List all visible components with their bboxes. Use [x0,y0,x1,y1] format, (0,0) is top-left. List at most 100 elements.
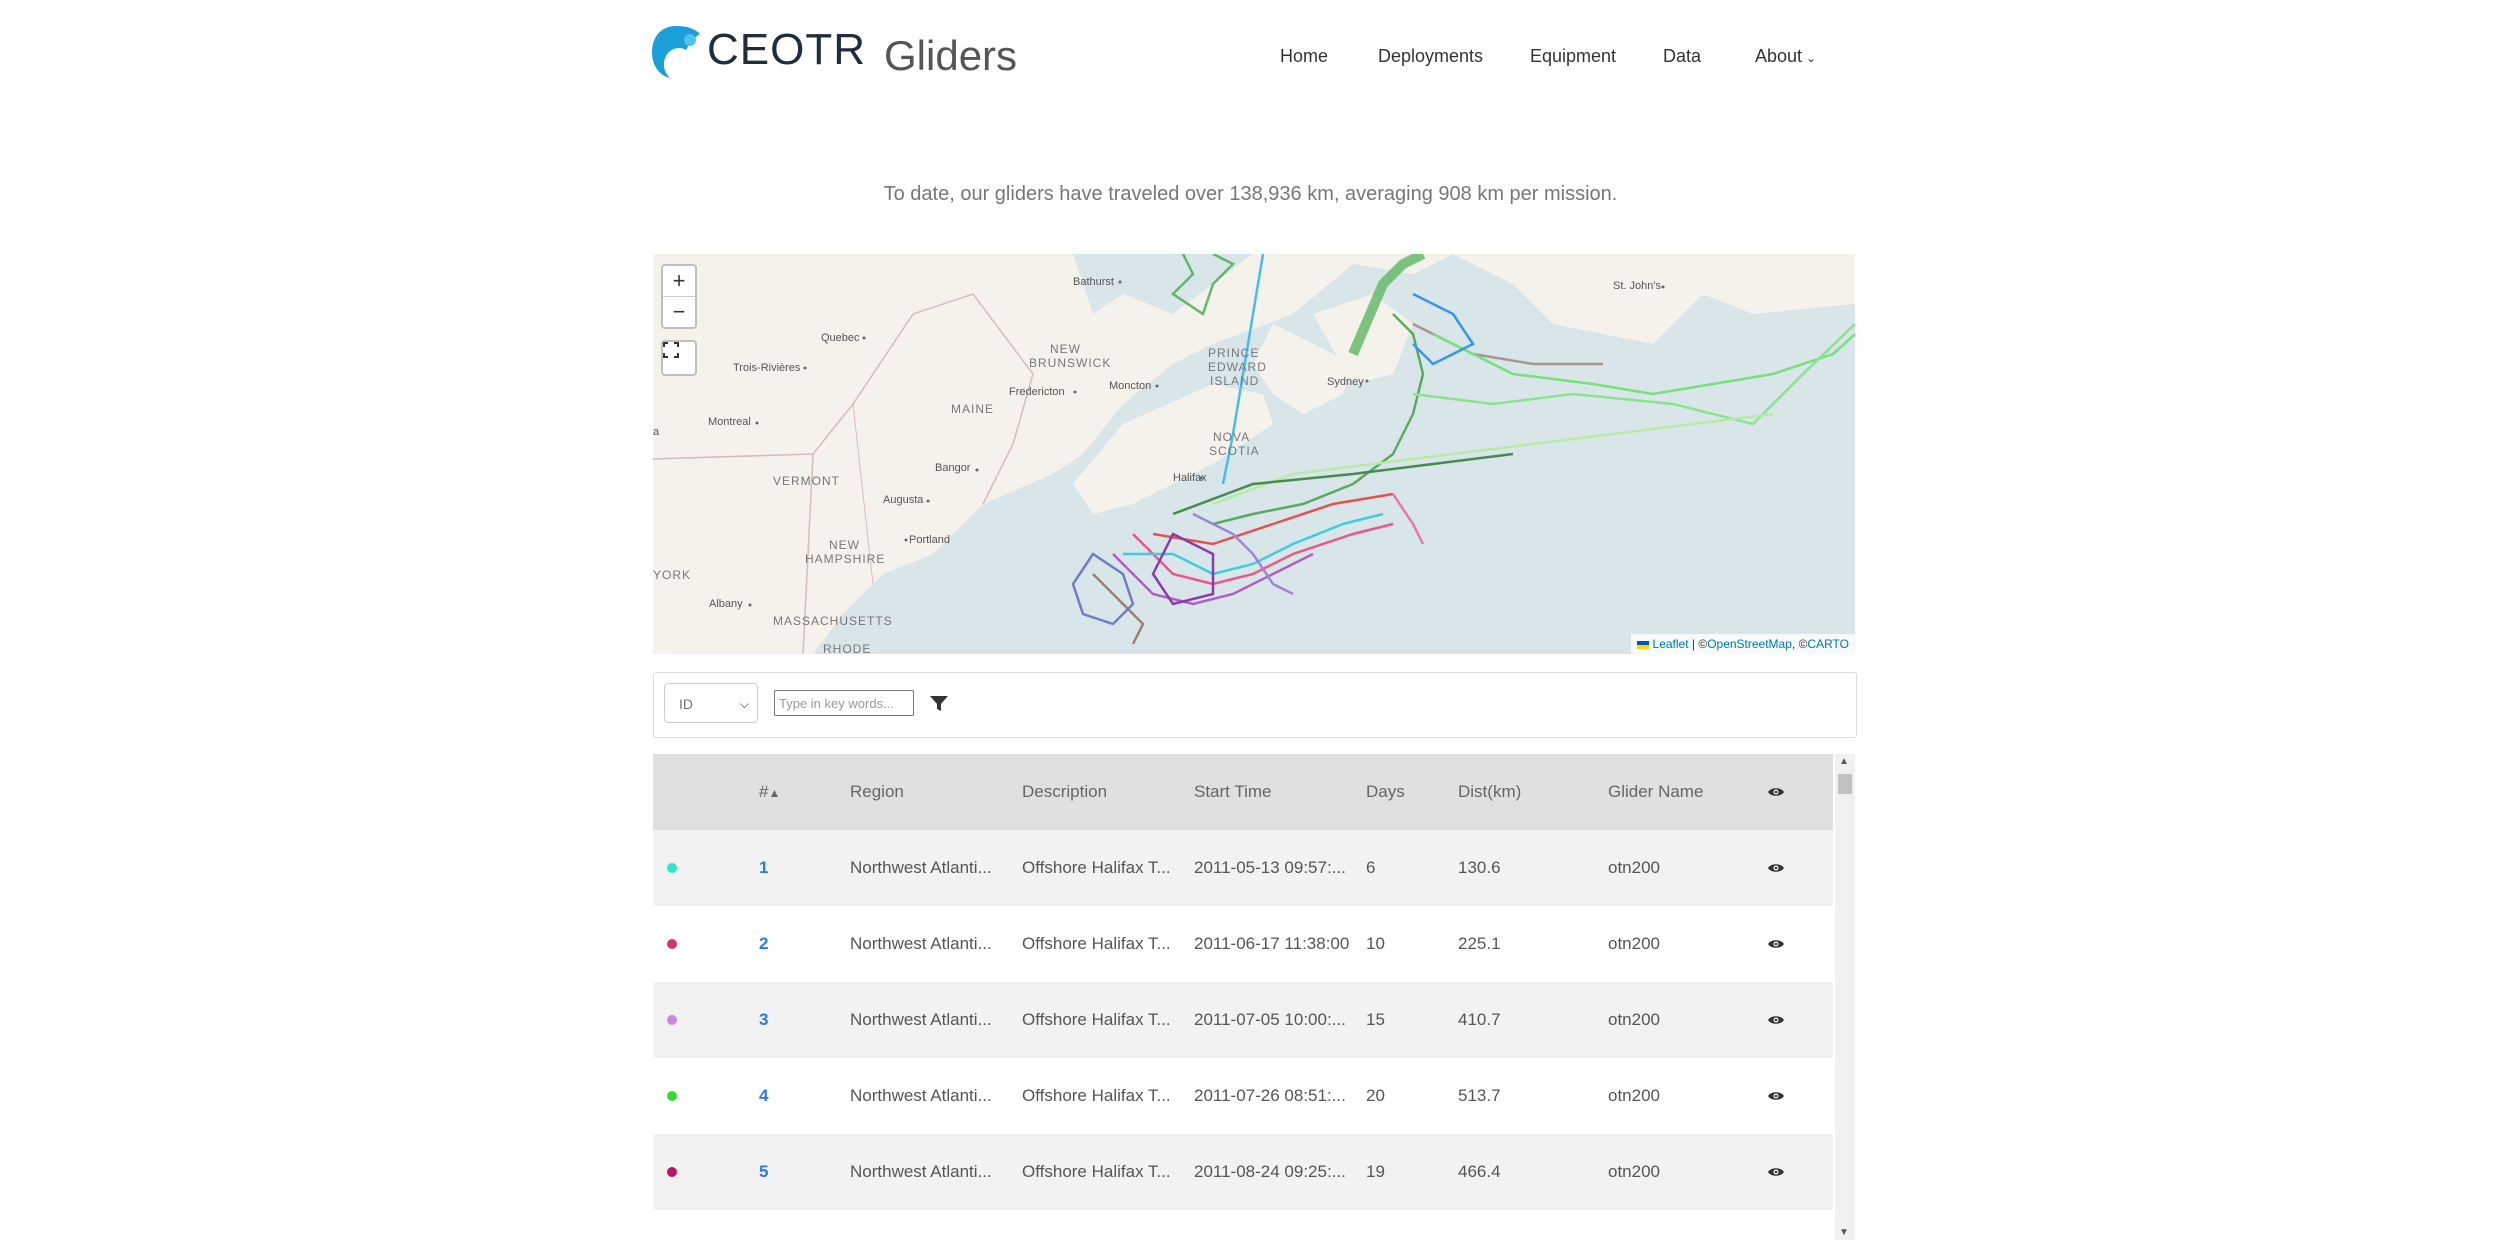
track-color-dot [667,863,677,873]
map-tiles [653,254,1855,654]
table-row[interactable]: 3 Northwest Atlanti... Offshore Halifax T.… [653,982,1833,1058]
row-glider-name: otn200 [1608,1162,1660,1181]
keyword-search-input[interactable]: Type in key words... [774,690,914,716]
map-label-rhode: RHODE [823,642,872,654]
column-id-label: # [759,782,769,801]
product-name[interactable]: Gliders [884,32,1018,79]
row-description: Offshore Halifax T... [1022,858,1171,877]
map-label-new-hampshire-2: HAMPSHIRE [805,552,886,566]
nav-equipment[interactable]: Equipment [1530,46,1617,66]
eye-icon[interactable] [1767,1058,1785,1134]
column-region-header[interactable]: Region [850,782,904,801]
scroll-up-arrow-icon[interactable]: ▲ [1839,756,1849,767]
map-label-bathurst: Bathurst [1073,276,1114,288]
map-label-pei-2: EDWARD [1208,360,1267,374]
row-start-time: 2011-08-24 09:25:... [1194,1162,1346,1181]
row-description: Offshore Halifax T... [1022,934,1171,953]
site-header: CEOTR Gliders Home Deployments Equipment… [0,0,2501,120]
column-id-header[interactable]: #▲ [759,754,780,830]
row-start-time: 2011-07-05 10:00:... [1194,1010,1346,1029]
row-glider-name: otn200 [1608,1086,1660,1105]
brand-name[interactable]: CEOTR [707,25,866,74]
map-label-montreal: Montreal [708,416,751,428]
osm-link[interactable]: OpenStreetMap [1707,637,1792,651]
nav-deployments[interactable]: Deployments [1378,46,1484,66]
map-label-edge: a [653,426,660,438]
filter-field-value: ID [679,696,693,712]
row-id-link[interactable]: 1 [759,858,769,877]
map-label-new-brunswick-2: BRUNSWICK [1029,356,1112,370]
map-label-pei-1: PRINCE [1208,346,1260,360]
attribution-sep-2: , © [1791,637,1808,651]
eye-icon[interactable] [1767,1134,1785,1210]
scroll-thumb[interactable] [1838,774,1852,794]
table-row[interactable]: 4 Northwest Atlanti... Offshore Halifax T.… [653,1058,1833,1134]
zoom-in-button[interactable]: + [672,268,686,293]
row-days: 10 [1366,934,1385,953]
zoom-control: + − [661,264,697,329]
chevron-down-icon: ⌵ [739,697,749,711]
leaflet-link[interactable]: Leaflet [1652,637,1689,651]
row-region: Northwest Atlanti... [850,858,992,877]
nav-data[interactable]: Data [1663,46,1702,66]
row-distance: 466.4 [1458,1162,1501,1181]
row-id-link[interactable]: 5 [759,1162,769,1181]
column-start-time-header[interactable]: Start Time [1194,782,1272,801]
sort-asc-icon: ▲ [768,786,781,800]
eye-icon[interactable] [1767,754,1785,830]
track-color-dot [667,1015,677,1025]
row-description: Offshore Halifax T... [1022,1086,1171,1105]
table-row[interactable]: 2 Northwest Atlanti... Offshore Halifax T.… [653,906,1833,982]
row-region: Northwest Atlanti... [850,1086,992,1105]
map-attribution: Leaflet | ©OpenStreetMap, ©CARTO [1631,634,1855,654]
table-row[interactable]: 5 Northwest Atlanti... Offshore Halifax T.… [653,1134,1833,1210]
column-distance-header[interactable]: Dist(km) [1458,782,1522,801]
row-description: Offshore Halifax T... [1022,1010,1171,1029]
scroll-down-arrow-icon[interactable]: ▼ [1839,1227,1849,1238]
eye-icon[interactable] [1767,982,1785,1058]
fullscreen-button[interactable] [661,340,697,376]
row-region: Northwest Atlanti... [850,1010,992,1029]
map-label-portland: Portland [909,534,950,546]
map-label-trois-rivieres: Trois-Rivières [733,362,801,374]
map-label-moncton: Moncton [1109,380,1152,392]
map-label-new-brunswick-1: NEW [1050,342,1081,356]
nav-about-label: About [1755,46,1803,66]
track-color-dot [667,1091,677,1101]
filter-bar: ID ⌵ Type in key words... [653,672,1857,738]
eye-icon[interactable] [1767,830,1785,906]
column-description-header[interactable]: Description [1022,782,1108,801]
row-distance: 130.6 [1458,858,1501,877]
row-region: Northwest Atlanti... [850,934,992,953]
map-label-york: YORK [653,568,692,582]
row-distance: 513.7 [1458,1086,1501,1105]
filter-field-select[interactable]: ID ⌵ [664,683,758,723]
ceotr-logo-icon[interactable] [650,22,702,80]
row-id-link[interactable]: 4 [759,1086,769,1105]
table-row[interactable]: 1 Northwest Atlanti... Offshore Halifax T.… [653,830,1833,906]
filter-icon[interactable] [928,690,950,716]
chevron-down-icon: ⌄ [1806,51,1817,65]
map-label-bangor: Bangor [935,462,971,474]
row-id-link[interactable]: 3 [759,1010,769,1029]
map-label-st-johns: St. John's [1613,280,1661,292]
nav-home[interactable]: Home [1280,46,1329,66]
nav-about[interactable]: About ⌄ [1755,44,1816,70]
zoom-out-button[interactable]: − [663,296,695,327]
row-distance: 410.7 [1458,1010,1501,1029]
table-scrollbar[interactable]: ▲ ▼ [1835,754,1855,1240]
distance-summary: To date, our gliders have traveled over … [883,183,1618,205]
column-glider-name-header[interactable]: Glider Name [1608,782,1704,801]
row-days: 15 [1366,1010,1385,1029]
row-id-link[interactable]: 2 [759,934,769,953]
map-label-augusta: Augusta [883,494,924,506]
row-glider-name: otn200 [1608,1010,1660,1029]
column-days-header[interactable]: Days [1366,782,1405,801]
carto-link[interactable]: CARTO [1807,637,1849,651]
map-label-nova-scotia-2: SCOTIA [1209,444,1260,458]
eye-icon[interactable] [1767,906,1785,982]
glider-track-map[interactable]: Bathurst Quebec Trois-Rivières NEW BRUNS… [653,254,1855,654]
ukraine-flag-icon [1637,640,1650,649]
row-glider-name: otn200 [1608,858,1660,877]
track-color-dot [667,939,677,949]
